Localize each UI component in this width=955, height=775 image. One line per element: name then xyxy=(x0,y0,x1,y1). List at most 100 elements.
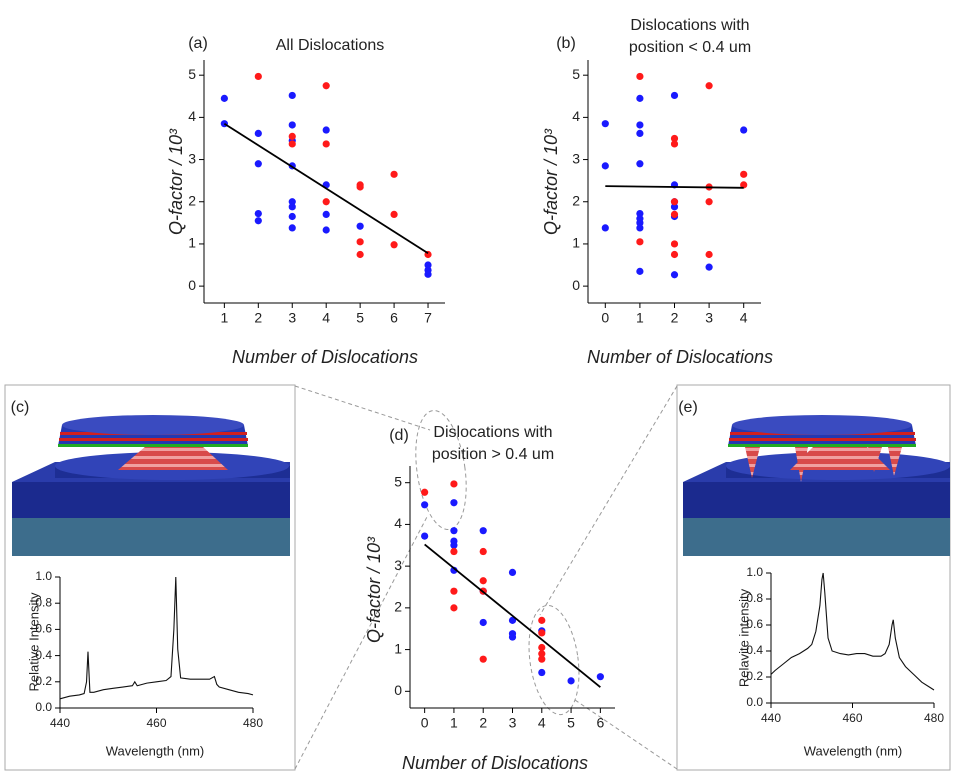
y-tick-label: 0.0 xyxy=(35,700,52,714)
panel-label: (e) xyxy=(678,399,698,416)
y-tick-label: 0 xyxy=(394,682,402,698)
slab-base xyxy=(683,518,950,556)
y-tick-label: 5 xyxy=(394,473,402,489)
data-point xyxy=(740,170,748,178)
x-axis-label: Number of Dislocations xyxy=(402,753,588,773)
x-tick-label: 460 xyxy=(842,711,862,725)
data-point xyxy=(450,587,458,595)
top-disk-top xyxy=(62,415,244,435)
x-tick-label: 0 xyxy=(421,715,429,731)
data-point xyxy=(538,650,546,658)
x-axis-label: Number of Dislocations xyxy=(232,347,418,367)
y-tick-label: 2 xyxy=(188,192,196,208)
data-point xyxy=(288,203,296,211)
data-point xyxy=(390,210,398,219)
panel-e-frame xyxy=(676,384,951,771)
y-tick-label: 0 xyxy=(572,277,580,293)
x-tick-label: 3 xyxy=(509,715,517,731)
data-point xyxy=(670,250,679,259)
chart-title: position > 0.4 um xyxy=(432,446,554,463)
data-point xyxy=(254,217,262,225)
data-point xyxy=(421,532,429,540)
data-point xyxy=(596,673,604,681)
y-tick-label: 2 xyxy=(572,192,580,208)
data-point xyxy=(636,219,644,227)
data-point xyxy=(636,94,644,102)
y-tick-label: 3 xyxy=(394,557,402,573)
data-point xyxy=(288,140,296,148)
data-point xyxy=(508,568,517,576)
data-point xyxy=(508,616,517,624)
render-e xyxy=(683,415,950,556)
slab-base xyxy=(12,518,290,556)
x-axis-label: Wavelength (nm) xyxy=(106,743,205,758)
panel-label: (b) xyxy=(556,35,576,52)
data-point xyxy=(670,140,679,148)
y-tick-label: 0.2 xyxy=(746,669,763,683)
x-tick-label: 1 xyxy=(636,310,644,326)
data-point xyxy=(322,82,330,90)
data-point xyxy=(670,198,679,206)
x-tick-label: 7 xyxy=(424,310,432,326)
x-axis-label: Number of Dislocations xyxy=(587,347,773,367)
data-point xyxy=(450,527,458,535)
x-tick-label: 0 xyxy=(601,310,609,326)
x-tick-label: 6 xyxy=(390,310,398,326)
x-tick-label: 4 xyxy=(740,310,748,326)
y-axis-label: Relavite intensity xyxy=(736,588,751,687)
data-point xyxy=(636,72,644,81)
x-tick-label: 5 xyxy=(567,715,575,731)
data-point xyxy=(356,222,364,230)
chart-title: Dislocations with xyxy=(433,424,552,441)
data-point xyxy=(390,170,398,178)
data-point xyxy=(479,618,487,627)
data-point xyxy=(670,271,679,279)
stripe xyxy=(59,438,248,441)
data-point xyxy=(356,250,364,259)
chart: (e) Wavelength (nm) Relavite intensity 0.0 0… xyxy=(678,399,944,758)
x-tick-label: 3 xyxy=(288,310,296,326)
x-tick-label: 4 xyxy=(322,310,330,326)
data-point xyxy=(740,126,748,134)
slab-side xyxy=(683,482,950,518)
x-tick-label: 5 xyxy=(356,310,364,326)
data-point xyxy=(288,91,296,100)
data-point xyxy=(479,547,487,556)
slab-side xyxy=(12,482,290,518)
x-tick-label: 1 xyxy=(450,715,458,731)
data-point xyxy=(254,129,262,138)
x-tick-label: 440 xyxy=(50,716,70,730)
data-point xyxy=(254,209,262,218)
data-point xyxy=(636,224,644,232)
y-axis-label: Relative Intensity xyxy=(26,592,41,691)
y-axis-label: Q-factor / 10³ xyxy=(541,128,561,235)
x-tick-label: 460 xyxy=(146,716,166,730)
data-point xyxy=(421,488,429,496)
data-point xyxy=(670,134,679,143)
y-tick-label: 0.8 xyxy=(35,595,52,609)
chart: (c) Wavelength (nm) Relative Intensity 0.0 0… xyxy=(11,399,264,758)
fit-line xyxy=(223,122,429,254)
chart-title: All Dislocations xyxy=(276,37,384,54)
data-point xyxy=(670,240,679,248)
x-axis-label: Wavelength (nm) xyxy=(804,743,903,758)
data-point xyxy=(288,212,296,221)
data-point xyxy=(705,263,713,271)
data-point xyxy=(479,655,487,663)
data-point xyxy=(636,121,644,129)
spectrum-line xyxy=(770,572,935,691)
green-layer xyxy=(58,444,248,447)
data-point xyxy=(288,121,296,129)
x-tick-label: 2 xyxy=(671,310,679,326)
connector xyxy=(539,385,678,616)
x-tick-label: 2 xyxy=(479,715,487,731)
connectors xyxy=(294,385,678,770)
x-tick-label: 4 xyxy=(538,715,546,731)
fit-line xyxy=(605,185,744,189)
data-point xyxy=(220,94,228,102)
y-tick-label: 0.6 xyxy=(746,617,763,631)
y-tick-label: 3 xyxy=(572,150,580,166)
x-tick-label: 3 xyxy=(705,310,713,326)
green-layer xyxy=(728,444,916,447)
